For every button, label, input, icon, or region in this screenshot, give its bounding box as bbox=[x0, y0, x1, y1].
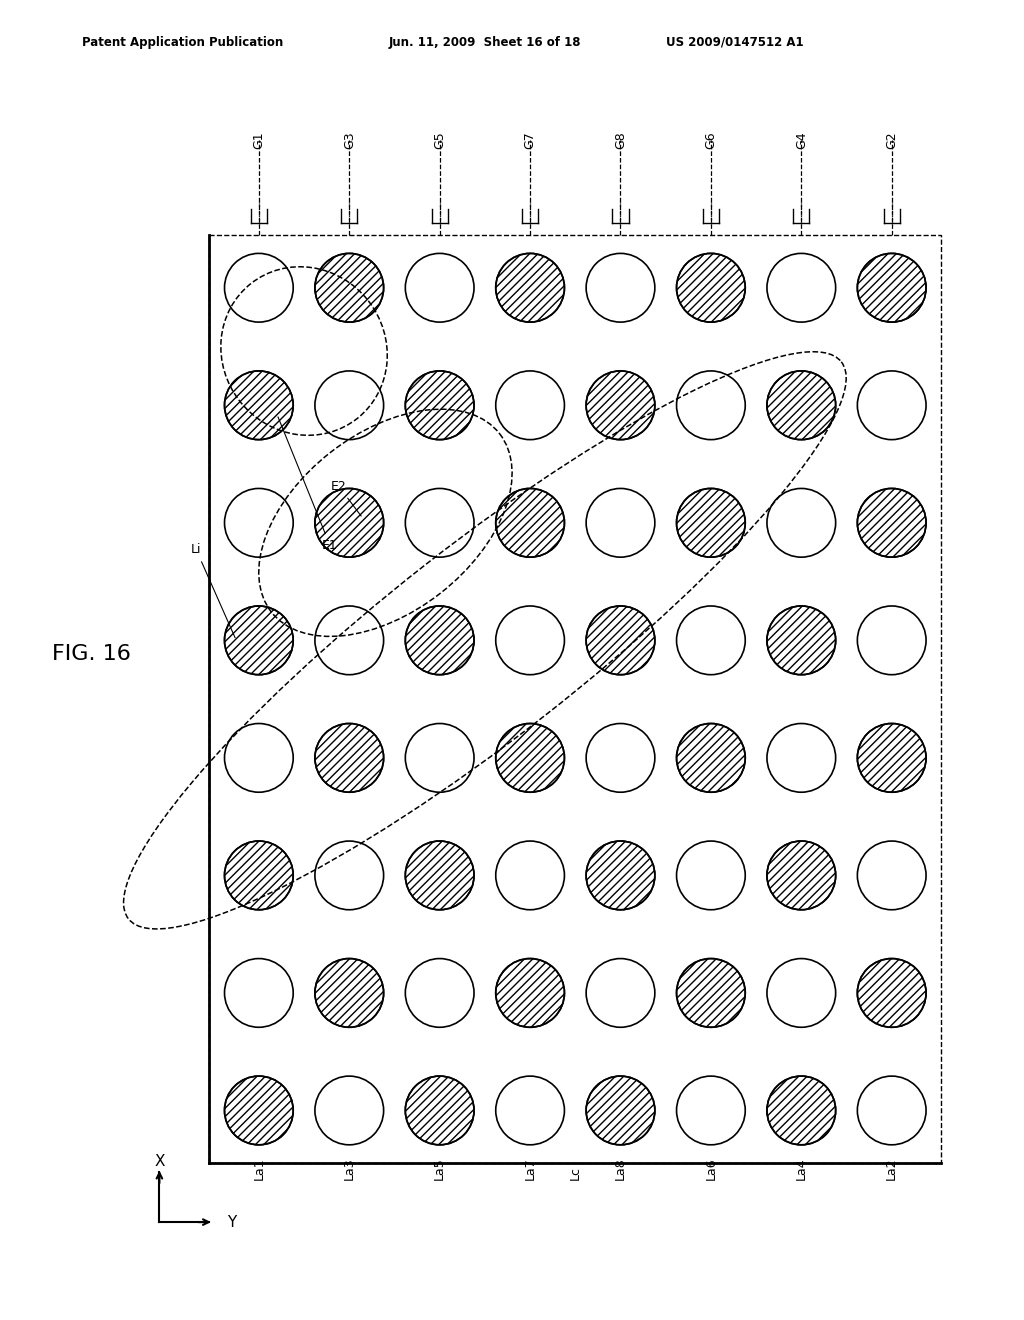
Circle shape bbox=[224, 253, 293, 322]
Text: Li: Li bbox=[191, 544, 236, 638]
Circle shape bbox=[224, 841, 293, 909]
Circle shape bbox=[677, 841, 745, 909]
Text: G5: G5 bbox=[433, 131, 446, 149]
Circle shape bbox=[315, 958, 384, 1027]
Circle shape bbox=[496, 723, 564, 792]
Circle shape bbox=[586, 371, 654, 440]
Circle shape bbox=[496, 958, 564, 1027]
Circle shape bbox=[857, 723, 926, 792]
Circle shape bbox=[857, 253, 926, 322]
Circle shape bbox=[224, 488, 293, 557]
Circle shape bbox=[406, 841, 474, 909]
Circle shape bbox=[406, 723, 474, 792]
Circle shape bbox=[315, 488, 384, 557]
Circle shape bbox=[767, 958, 836, 1027]
Circle shape bbox=[857, 606, 926, 675]
Circle shape bbox=[857, 958, 926, 1027]
Circle shape bbox=[224, 371, 293, 440]
Text: Lc: Lc bbox=[568, 1166, 582, 1180]
Circle shape bbox=[767, 606, 836, 675]
Text: La2: La2 bbox=[885, 1158, 898, 1180]
Text: FIG. 16: FIG. 16 bbox=[52, 644, 131, 664]
Circle shape bbox=[586, 723, 654, 792]
Text: La4: La4 bbox=[795, 1158, 808, 1180]
Circle shape bbox=[406, 253, 474, 322]
Circle shape bbox=[496, 1076, 564, 1144]
Text: X: X bbox=[155, 1154, 165, 1170]
Circle shape bbox=[677, 1076, 745, 1144]
Text: G6: G6 bbox=[705, 131, 718, 149]
Text: La3: La3 bbox=[343, 1158, 355, 1180]
Text: La6: La6 bbox=[705, 1158, 718, 1180]
Circle shape bbox=[496, 606, 564, 675]
Circle shape bbox=[586, 958, 654, 1027]
Circle shape bbox=[586, 1076, 654, 1144]
Circle shape bbox=[315, 841, 384, 909]
Circle shape bbox=[677, 958, 745, 1027]
Text: Patent Application Publication: Patent Application Publication bbox=[82, 36, 284, 49]
Circle shape bbox=[406, 1076, 474, 1144]
Circle shape bbox=[315, 606, 384, 675]
Circle shape bbox=[767, 1076, 836, 1144]
Circle shape bbox=[224, 723, 293, 792]
Circle shape bbox=[315, 371, 384, 440]
Text: G2: G2 bbox=[885, 131, 898, 149]
Circle shape bbox=[224, 606, 293, 675]
Text: La5: La5 bbox=[433, 1156, 446, 1180]
Circle shape bbox=[767, 488, 836, 557]
Circle shape bbox=[406, 958, 474, 1027]
Circle shape bbox=[586, 253, 654, 322]
Text: G4: G4 bbox=[795, 131, 808, 149]
Circle shape bbox=[767, 723, 836, 792]
Circle shape bbox=[677, 488, 745, 557]
Circle shape bbox=[677, 371, 745, 440]
Text: US 2009/0147512 A1: US 2009/0147512 A1 bbox=[666, 36, 803, 49]
Circle shape bbox=[767, 253, 836, 322]
Text: La1: La1 bbox=[252, 1158, 265, 1180]
Text: Jun. 11, 2009  Sheet 16 of 18: Jun. 11, 2009 Sheet 16 of 18 bbox=[389, 36, 582, 49]
Circle shape bbox=[677, 723, 745, 792]
Text: La7: La7 bbox=[523, 1156, 537, 1180]
Text: E2: E2 bbox=[331, 480, 361, 516]
Circle shape bbox=[586, 606, 654, 675]
Circle shape bbox=[406, 371, 474, 440]
Circle shape bbox=[315, 253, 384, 322]
Text: Y: Y bbox=[227, 1214, 237, 1230]
Text: G7: G7 bbox=[523, 131, 537, 149]
Circle shape bbox=[586, 841, 654, 909]
Circle shape bbox=[857, 371, 926, 440]
Circle shape bbox=[224, 1076, 293, 1144]
Circle shape bbox=[677, 253, 745, 322]
Circle shape bbox=[496, 371, 564, 440]
Text: G8: G8 bbox=[614, 131, 627, 149]
Text: E1: E1 bbox=[278, 417, 338, 552]
Circle shape bbox=[857, 841, 926, 909]
Circle shape bbox=[767, 371, 836, 440]
Circle shape bbox=[224, 958, 293, 1027]
Circle shape bbox=[586, 488, 654, 557]
Circle shape bbox=[496, 488, 564, 557]
Text: La8: La8 bbox=[614, 1156, 627, 1180]
Circle shape bbox=[406, 606, 474, 675]
Circle shape bbox=[406, 488, 474, 557]
Circle shape bbox=[496, 841, 564, 909]
Text: G1: G1 bbox=[252, 131, 265, 149]
Circle shape bbox=[315, 1076, 384, 1144]
Circle shape bbox=[857, 1076, 926, 1144]
Circle shape bbox=[767, 841, 836, 909]
Circle shape bbox=[496, 253, 564, 322]
Circle shape bbox=[315, 723, 384, 792]
Circle shape bbox=[857, 488, 926, 557]
Text: G3: G3 bbox=[343, 131, 355, 149]
Circle shape bbox=[677, 606, 745, 675]
